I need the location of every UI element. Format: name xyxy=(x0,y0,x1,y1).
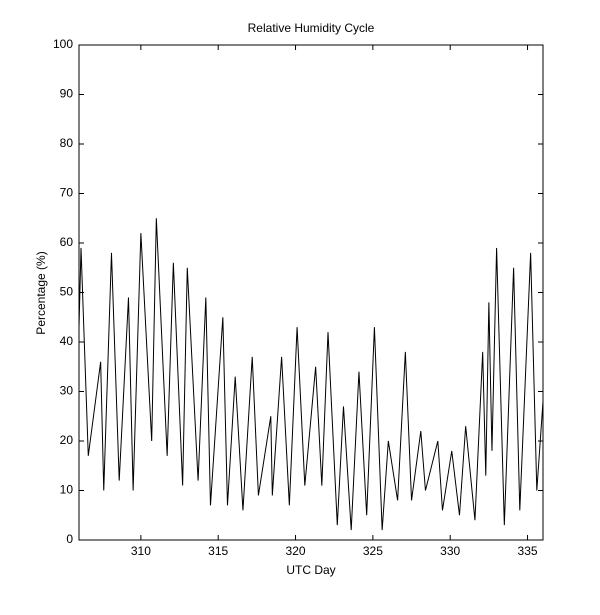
x-tick-label: 310 xyxy=(131,544,151,558)
x-tick-label: 335 xyxy=(518,544,538,558)
x-tick-label: 325 xyxy=(363,544,383,558)
y-tick-label: 40 xyxy=(60,334,74,348)
chart-title: Relative Humidity Cycle xyxy=(248,21,375,35)
data-line xyxy=(78,218,544,531)
y-tick-label: 30 xyxy=(60,384,74,398)
x-tick-label: 315 xyxy=(208,544,228,558)
y-tick-label: 0 xyxy=(66,532,73,546)
x-tick-label: 320 xyxy=(286,544,306,558)
y-tick-label: 10 xyxy=(60,483,74,497)
y-tick-label: 100 xyxy=(53,37,73,51)
y-axis-label: Percentage (%) xyxy=(34,251,48,334)
y-tick-label: 80 xyxy=(60,136,74,150)
y-tick-label: 20 xyxy=(60,433,74,447)
x-tick-label: 330 xyxy=(440,544,460,558)
x-axis-label: UTC Day xyxy=(286,563,335,577)
y-tick-label: 60 xyxy=(60,235,74,249)
y-tick-label: 50 xyxy=(60,285,74,299)
y-tick-label: 70 xyxy=(60,186,74,200)
y-tick-label: 90 xyxy=(60,87,74,101)
